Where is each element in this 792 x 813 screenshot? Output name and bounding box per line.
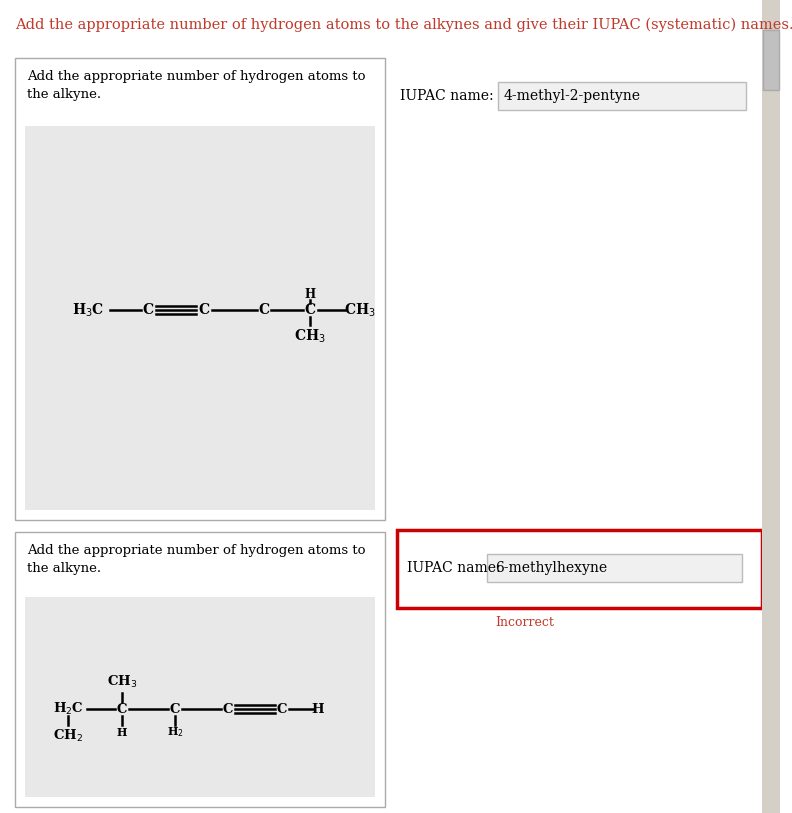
Text: H: H [304,288,315,301]
Text: C: C [223,702,234,715]
Text: C: C [258,303,269,317]
Text: IUPAC name:: IUPAC name: [407,561,501,575]
Text: 6-methylhexyne: 6-methylhexyne [495,561,607,575]
Text: C: C [199,303,210,317]
Text: H: H [312,702,324,715]
Text: C: C [169,702,181,715]
Text: IUPAC name:: IUPAC name: [400,89,493,103]
Text: H: H [116,727,128,737]
Bar [397,530,762,608]
Text: C: C [276,702,287,715]
Text: C: C [143,303,154,317]
Text: Add the appropriate number of hydrogen atoms to the alkynes and give their IUPAC: Add the appropriate number of hydrogen a… [15,18,792,33]
Bar [498,82,746,110]
Bar [25,126,375,510]
Bar [25,597,375,797]
Text: H$_3$C: H$_3$C [72,302,104,319]
Text: C: C [116,702,128,715]
Bar [487,554,742,582]
Text: 4-methyl-2-pentyne: 4-methyl-2-pentyne [504,89,641,103]
Text: CH$_3$: CH$_3$ [345,302,376,319]
Text: CH$_3$: CH$_3$ [107,674,137,690]
Text: H$_2$C: H$_2$C [52,701,83,717]
Text: C: C [304,303,315,317]
Bar [15,58,385,520]
Text: H$_2$: H$_2$ [166,725,184,739]
Text: Add the appropriate number of hydrogen atoms to: Add the appropriate number of hydrogen a… [27,544,365,557]
Text: CH$_3$: CH$_3$ [294,328,326,345]
Text: CH$_2$: CH$_2$ [53,728,83,744]
Text: Add the appropriate number of hydrogen atoms to: Add the appropriate number of hydrogen a… [27,70,365,83]
Text: the alkyne.: the alkyne. [27,562,101,575]
Bar [762,0,780,813]
Text: Incorrect: Incorrect [495,615,554,628]
Bar [763,30,779,90]
Bar [15,532,385,807]
Text: the alkyne.: the alkyne. [27,88,101,101]
